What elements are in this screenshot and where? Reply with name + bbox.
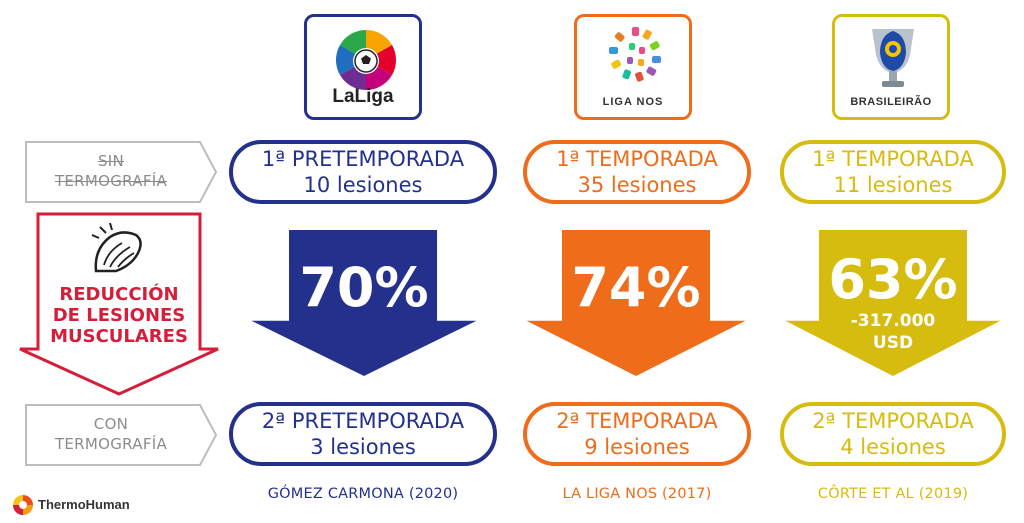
savings-currency: USD [872,333,914,353]
laliga-down-arrow [251,230,477,377]
con-termografia-label: CON TERMOGRAFÍA [36,414,186,454]
sin-text: SIN [97,152,125,170]
liganos-logo-text: LIGA NOS [602,96,664,108]
con-termografia-arrow [25,404,218,466]
sin-termografia-arrow [25,141,218,203]
sin-termografia-label: SIN TERMOGRAFÍA [36,151,186,191]
brasileirao-top-count: 11 lesiones [833,173,953,197]
liganos-source: LA LIGA NOS (2017) [562,486,712,502]
brasileirao-down-arrow [785,230,1001,377]
liganos-down-arrow [526,230,746,377]
brasileirao-savings: -317.000 USD [782,310,1004,354]
laliga-bottom-label: 2ª PRETEMPORADA [261,409,465,433]
brasileirao-percent: 63% [828,248,958,311]
termografia-text-2: TERMOGRAFÍA [54,435,168,453]
brasileirao-trophy-icon [872,29,914,87]
liganos-top-count: 35 lesiones [577,173,697,197]
liganos-bottom-label: 2ª TEMPORADA [556,409,718,433]
brasileirao-logo-text: BRASILEIRÃO [850,96,932,108]
laliga-top-label: 1ª PRETEMPORADA [261,147,465,171]
brasileirao-bottom-label: 2ª TEMPORADA [812,409,974,433]
liganos-bottom-count: 9 lesiones [584,435,690,459]
liganos-ring-icon [609,27,661,82]
savings-amount: -317.000 [850,311,936,331]
liganos-top-label: 1ª TEMPORADA [556,147,718,171]
brasileirao-top-label: 1ª TEMPORADA [812,147,974,171]
brasileirao-top-pill: 1ª TEMPORADA 11 lesiones [780,140,1006,204]
laliga-top-pill: 1ª PRETEMPORADA 10 lesiones [229,140,497,204]
laliga-top-count: 10 lesiones [303,173,423,197]
con-text: CON [93,415,129,433]
laliga-logo-text: LaLiga [332,86,394,107]
liganos-logo-box: LIGA NOS [574,14,692,120]
reduccion-lesiones-title: REDUCCIÓN DE LESIONES MUSCULARES [50,284,188,347]
liganos-percent: 74% [571,256,701,319]
liganos-bottom-pill: 2ª TEMPORADA 9 lesiones [523,402,751,466]
brasileirao-bottom-pill: 2ª TEMPORADA 4 lesiones [780,402,1006,466]
reduccion-red-arrow [19,212,219,396]
laliga-bottom-pill: 2ª PRETEMPORADA 3 lesiones [229,402,497,466]
liganos-top-pill: 1ª TEMPORADA 35 lesiones [523,140,751,204]
thermohuman-logo-icon [13,495,33,515]
termografia-text-1: TERMOGRAFÍA [54,172,168,190]
laliga-ball-icon [335,29,397,91]
brasileirao-source: CÔRTE ET AL (2019) [817,486,969,502]
laliga-percent: 70% [299,256,429,319]
laliga-logo-box: LaLiga [304,14,422,120]
thermohuman-brand: ThermoHuman [38,497,130,512]
laliga-source: GÓMEZ CARMONA (2020) [267,486,459,502]
brasileirao-logo-box: BRASILEIRÃO [832,14,950,120]
muscle-icon [91,222,142,273]
laliga-bottom-count: 3 lesiones [310,435,416,459]
brasileirao-bottom-count: 4 lesiones [840,435,946,459]
